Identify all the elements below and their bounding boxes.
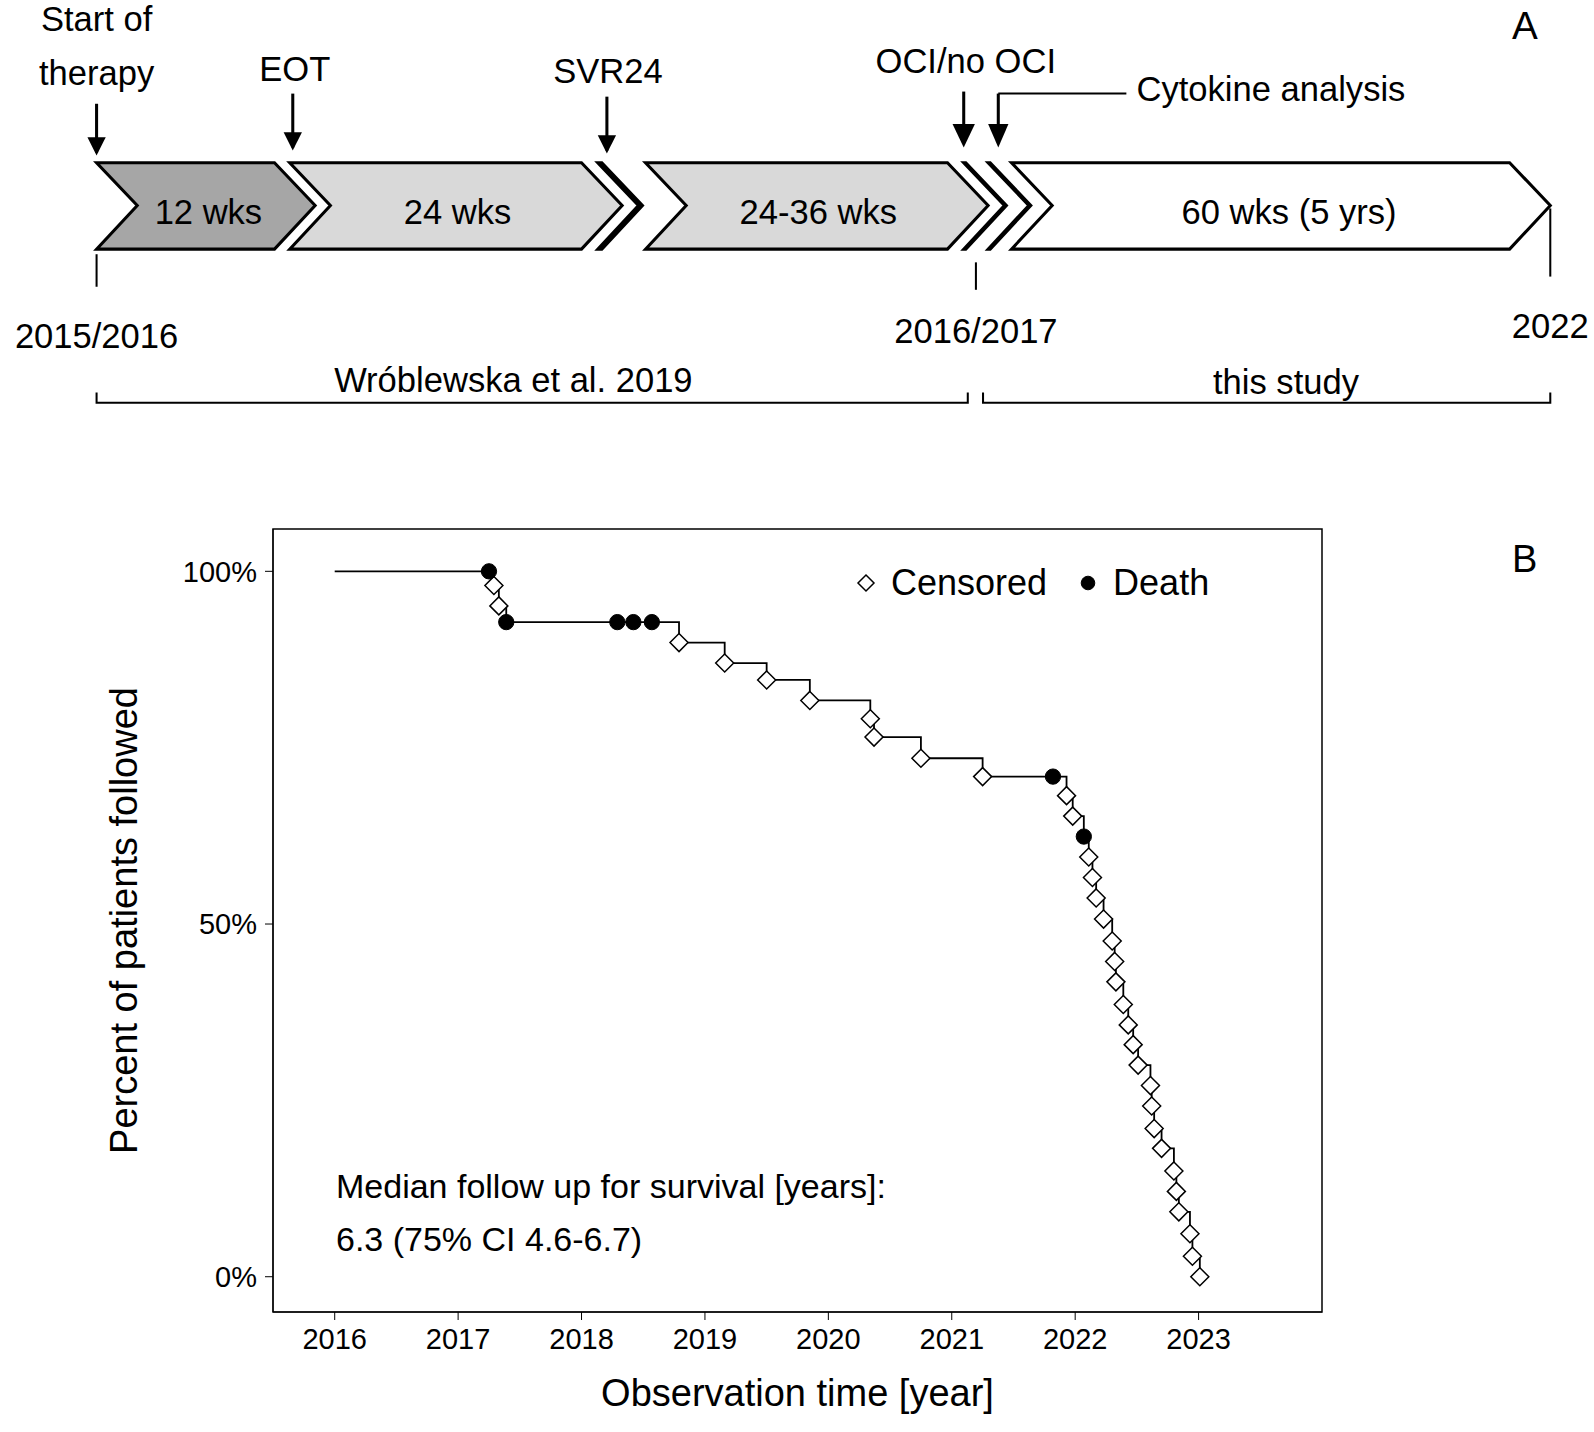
svg-text:therapy: therapy <box>39 54 155 92</box>
svg-text:2019: 2019 <box>673 1323 738 1355</box>
svg-text:2018: 2018 <box>549 1323 614 1355</box>
svg-text:2017: 2017 <box>426 1323 491 1355</box>
html-text:Censored: Censored <box>891 562 1048 603</box>
svg-text:24 wks: 24 wks <box>404 193 512 231</box>
svg-text:SVR24: SVR24 <box>553 52 662 90</box>
svg-text:OCI/no OCI: OCI/no OCI <box>876 42 1056 80</box>
svg-text:2021: 2021 <box>920 1323 985 1355</box>
svg-text:2020: 2020 <box>796 1323 861 1355</box>
svg-text:A: A <box>1512 4 1538 47</box>
html-text:Median follow up for survival: Median follow up for survival [years]: <box>336 1167 886 1205</box>
svg-text:0%: 0% <box>215 1261 257 1293</box>
svg-text:12 wks: 12 wks <box>155 193 263 231</box>
svg-text:Wróblewska et al. 2019: Wróblewska et al. 2019 <box>334 361 692 399</box>
svg-text:24-36 wks: 24-36 wks <box>740 193 897 231</box>
svg-text:2023: 2023 <box>1166 1323 1231 1355</box>
svg-text:50%: 50% <box>199 908 257 940</box>
svg-text:this study: this study <box>1213 364 1360 402</box>
svg-text:60 wks (5 yrs): 60 wks (5 yrs) <box>1182 193 1397 231</box>
svg-text:2016/2017: 2016/2017 <box>894 312 1057 350</box>
svg-text:2016: 2016 <box>302 1323 367 1355</box>
svg-text:Observation time [year]: Observation time [year] <box>601 1372 994 1414</box>
svg-text:EOT: EOT <box>259 50 330 88</box>
svg-text:2022: 2022 <box>1512 307 1586 345</box>
html-text:Death: Death <box>1113 562 1210 603</box>
svg-text:100%: 100% <box>183 556 257 588</box>
html-text:6.3 (75% CI 4.6-6.7): 6.3 (75% CI 4.6-6.7) <box>336 1220 643 1258</box>
html-text:B: B <box>1512 538 1538 580</box>
svg-text:2022: 2022 <box>1043 1323 1108 1355</box>
svg-text:Start of: Start of <box>41 0 153 38</box>
svg-text:2015/2016: 2015/2016 <box>15 317 178 355</box>
svg-text:Percent of patients followed: Percent of patients followed <box>103 687 145 1154</box>
svg-text:Cytokine analysis: Cytokine analysis <box>1137 70 1406 108</box>
